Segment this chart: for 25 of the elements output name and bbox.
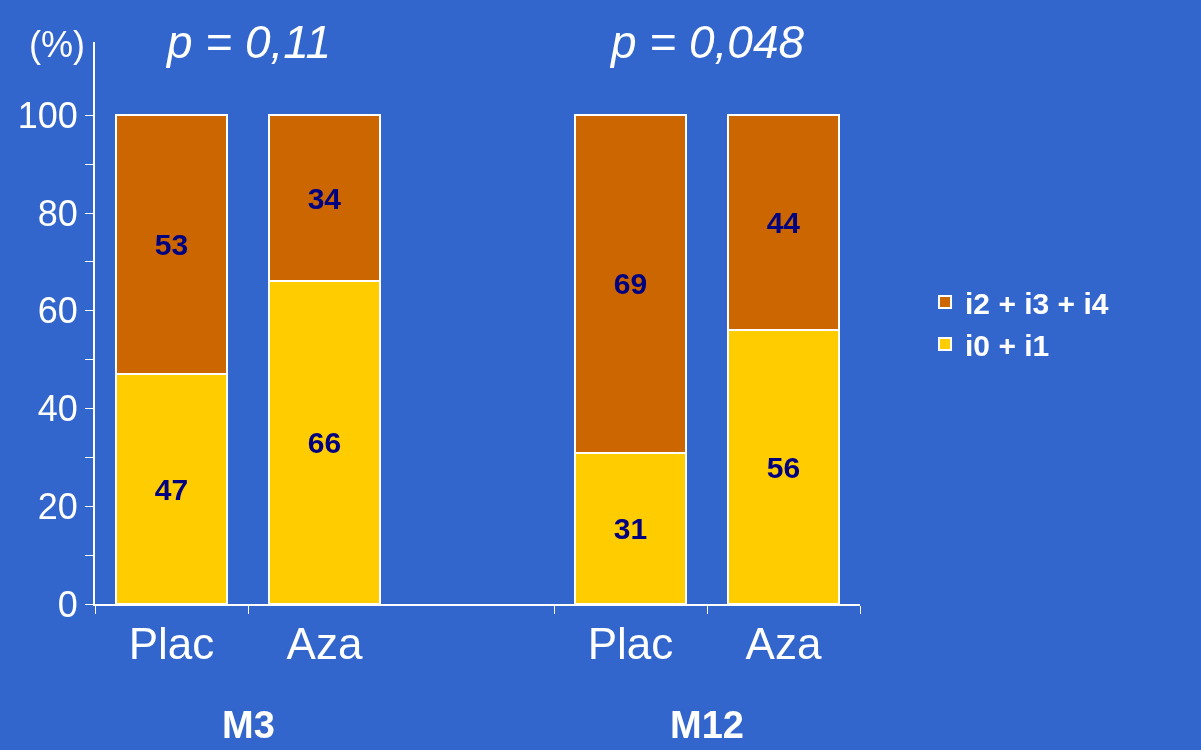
data-label: 31 — [613, 511, 648, 545]
x-tick-label: Aza — [286, 618, 363, 668]
data-label: 69 — [613, 267, 648, 301]
y-tick-label: 80 — [37, 192, 78, 234]
data-label: 34 — [307, 181, 342, 215]
data-label: 53 — [154, 228, 189, 262]
y-tick-label: 0 — [57, 583, 78, 625]
legend-label: i2 + i3 + i4 — [965, 286, 1109, 320]
legend-label: i0 + i1 — [965, 328, 1050, 362]
x-tick-label: Aza — [745, 618, 822, 668]
y-tick-label: 20 — [37, 485, 78, 527]
y-axis-title: (%) — [29, 24, 85, 65]
data-label: 56 — [766, 450, 801, 484]
x-tick-label: Plac — [128, 618, 215, 668]
text: M12 — [670, 704, 744, 746]
y-tick-label: 60 — [37, 290, 78, 332]
data-label: 66 — [307, 426, 342, 460]
text: M3 — [222, 704, 275, 746]
x-tick-label: Plac — [587, 618, 674, 668]
y-tick-label: 100 — [17, 94, 78, 136]
y-tick-label: 40 — [37, 388, 78, 430]
data-label: 47 — [154, 472, 189, 506]
annotation: p = 0,048 — [609, 16, 805, 68]
annotation: p = 0,11 — [165, 16, 332, 68]
data-label: 44 — [766, 206, 801, 240]
